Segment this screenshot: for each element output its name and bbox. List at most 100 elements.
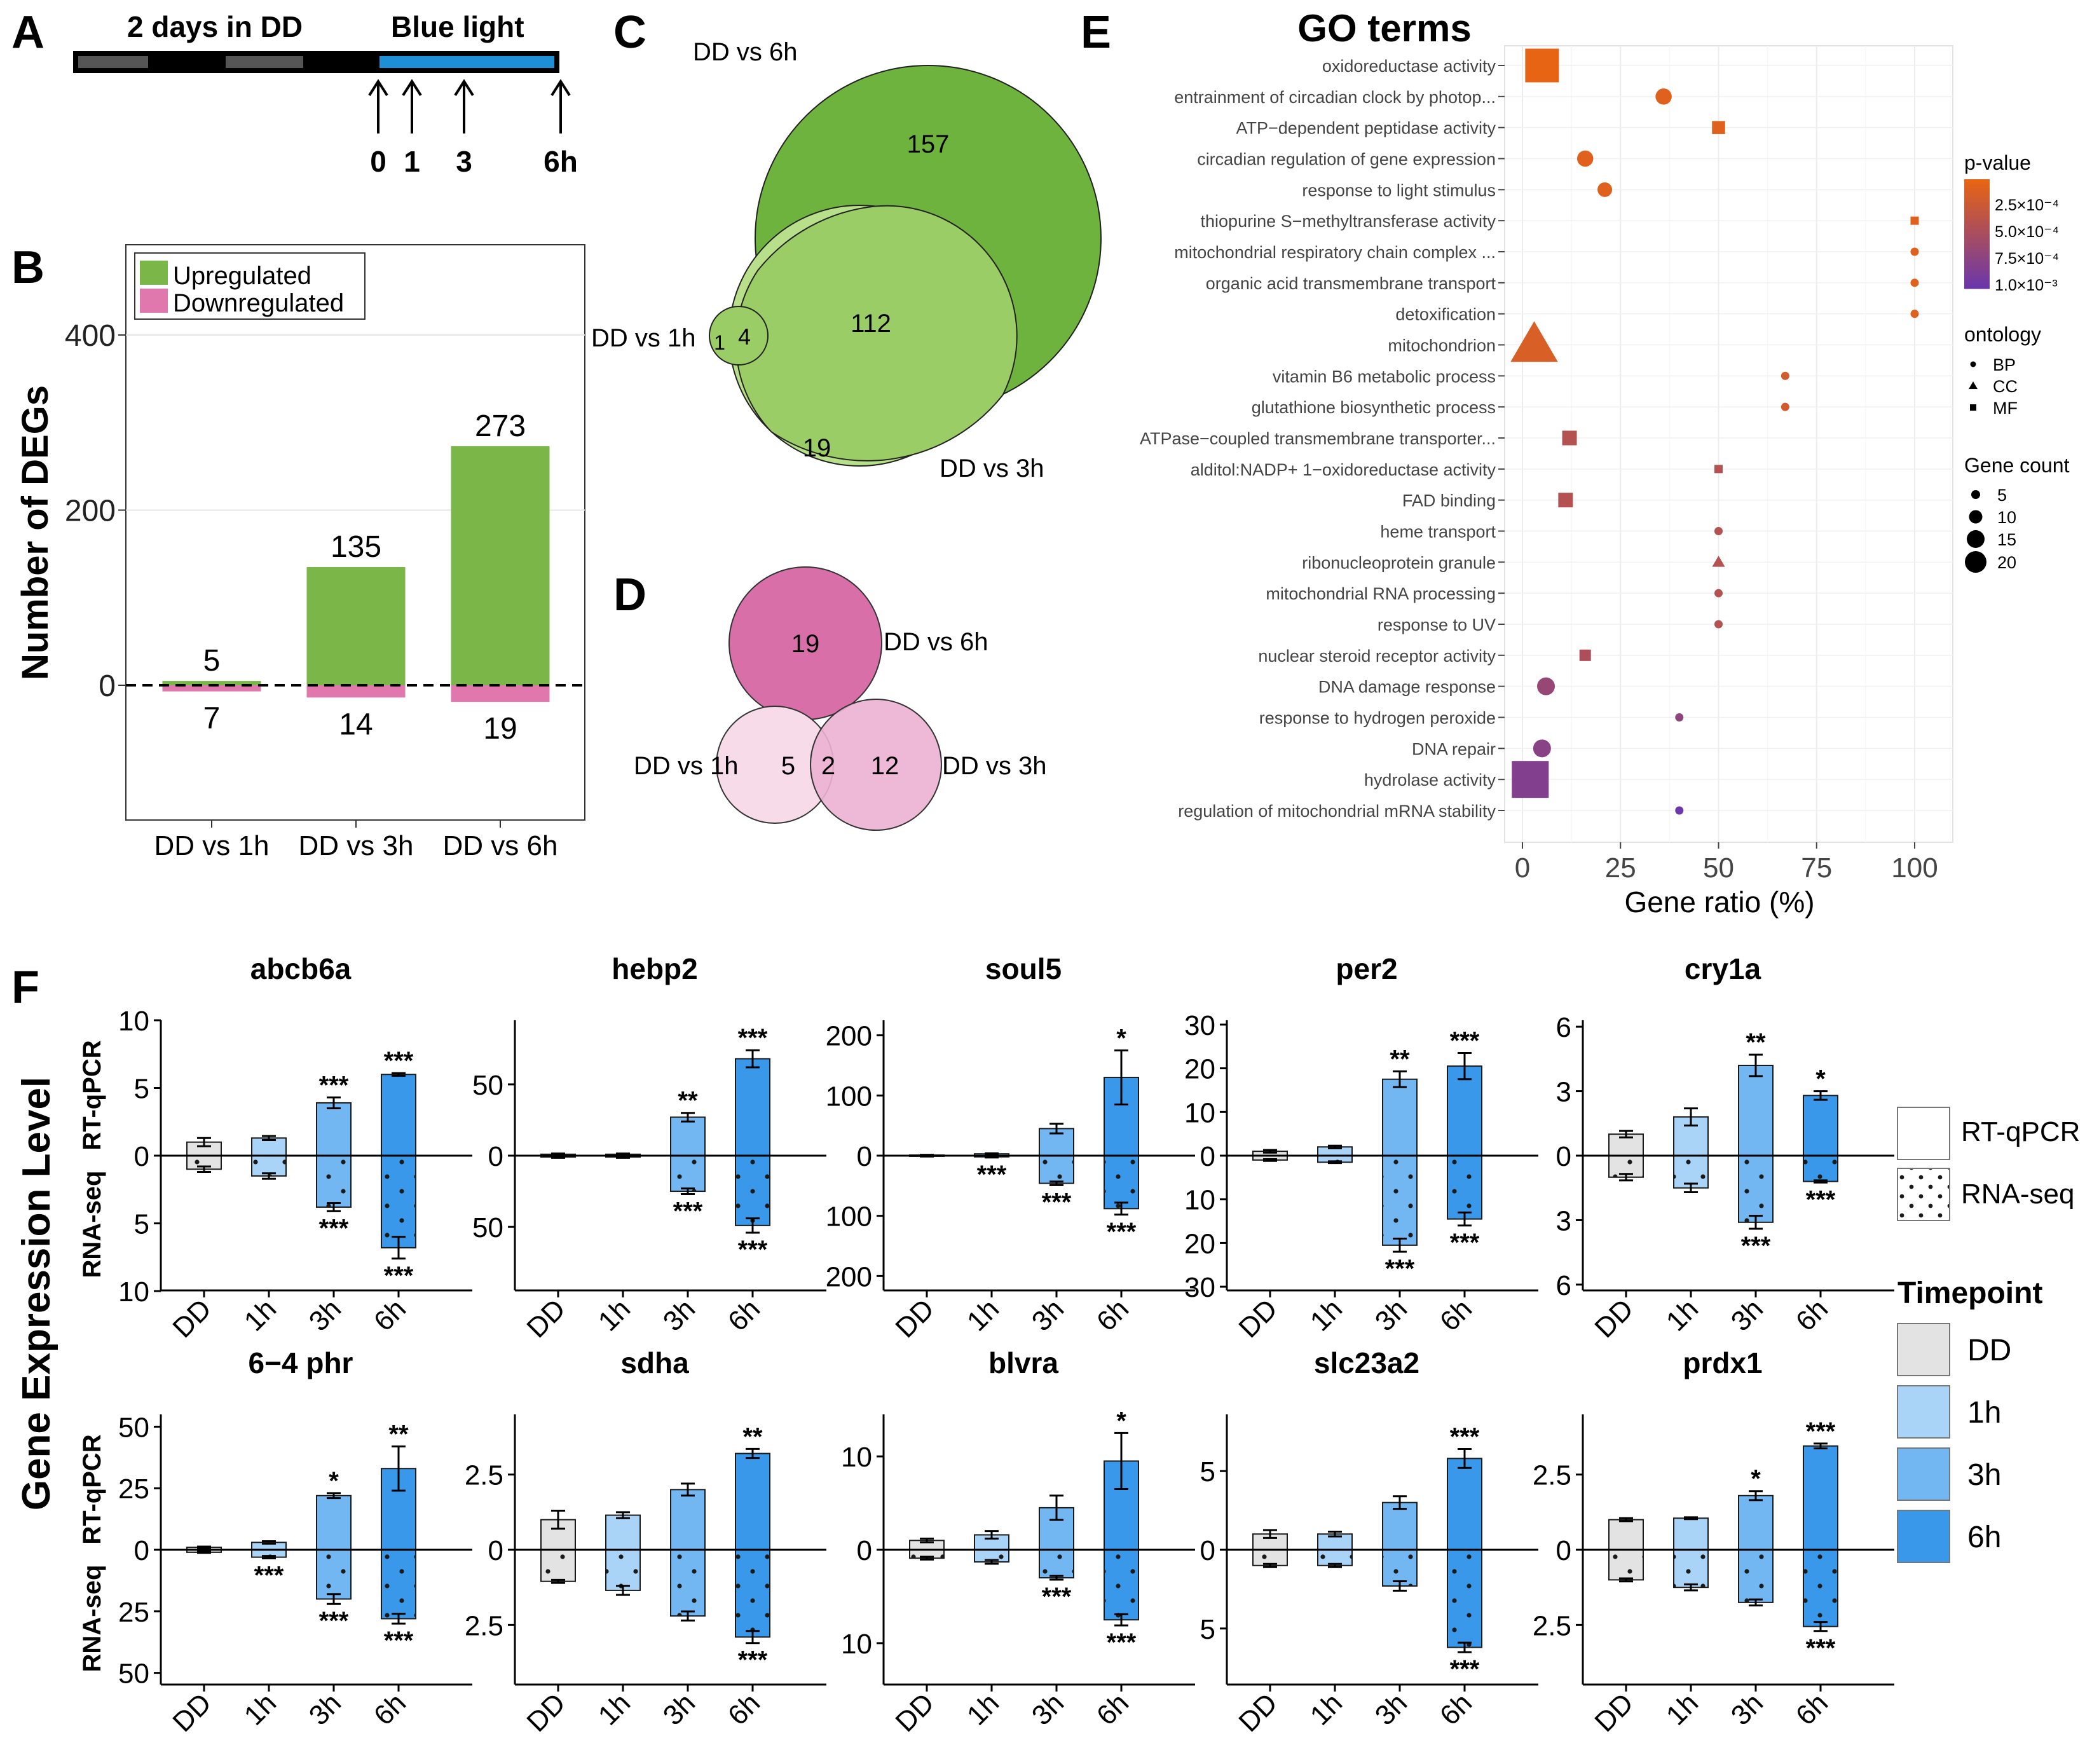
legend-colorbar-segment (1964, 243, 1990, 249)
legend-swatch-down (140, 289, 168, 313)
legend-colorbar-segment (1964, 256, 1990, 262)
go-term-label: ATP−dependent peptidase activity (1236, 119, 1496, 138)
y-tick-label: 30 (1184, 1010, 1215, 1041)
legend-pvalue-label: 7.5×10⁻⁴ (1995, 250, 2059, 268)
legend-colorbar-segment (1964, 215, 1990, 221)
timeline-arrow-label: 0 (370, 145, 386, 178)
legend-ontology-label: BP (1993, 355, 2016, 374)
go-term-label: hydrolase activity (1364, 770, 1496, 790)
x-tick-label: 1h (592, 1687, 636, 1731)
legend-colorbar-segment (1964, 224, 1990, 230)
bar-rnaseq-dots (1447, 1550, 1482, 1648)
significance-down: *** (1450, 1229, 1480, 1257)
x-tick-label: 1h (1660, 1687, 1704, 1731)
significance-down: *** (1042, 1188, 1072, 1216)
bar-rtqpcr (1382, 1078, 1418, 1156)
panel-c-letter: C (613, 7, 646, 58)
legend-pvalue-label: 1.0×10⁻³ (1995, 277, 2058, 294)
bar-rtqpcr (735, 1058, 770, 1157)
x-tick-label: 100 (1891, 852, 1938, 884)
venn-up-label-6h: DD vs 6h (693, 38, 798, 66)
bar-rnaseq-dots (1383, 1550, 1417, 1586)
x-tick-label: 1h (238, 1687, 282, 1731)
timeline-dd-segment (78, 56, 148, 68)
y-tick-label: 0 (1556, 1141, 1571, 1172)
go-point-bp (1597, 182, 1613, 197)
bar-down-value: 14 (339, 708, 373, 741)
timeline-arrow-head (368, 79, 388, 97)
bar-rtqpcr (381, 1074, 416, 1156)
significance-down: *** (384, 1627, 414, 1655)
significance-up: *** (319, 1071, 349, 1099)
bar-rnaseq-dots (910, 1550, 944, 1559)
panel-e-letter: E (1081, 7, 1111, 58)
legend-count-symbol (1967, 530, 1985, 548)
legend-colorbar-segment (1964, 270, 1990, 276)
go-term-label: thiopurine S−methyltransferase activity (1201, 212, 1496, 231)
bar-rtqpcr (316, 1494, 352, 1551)
significance-down: *** (673, 1198, 703, 1226)
legend-colorbar-segment (1964, 188, 1990, 194)
go-point-bp (1910, 278, 1919, 287)
bar-rnaseq-dots (735, 1550, 770, 1638)
legend-swatch-timepoint (1897, 1510, 1950, 1563)
x-tick-label: 1h (238, 1293, 282, 1337)
timeline-blue-label: Blue light (391, 10, 524, 43)
go-term-label: regulation of mitochondrial mRNA stabili… (1178, 802, 1496, 821)
y-tick-label: 25 (118, 1473, 149, 1505)
chart-title: hebp2 (612, 952, 697, 985)
x-tick-label: 3h (1026, 1293, 1070, 1337)
x-tick-label: 75 (1801, 852, 1832, 884)
venn-down-count-3h: 12 (871, 752, 899, 780)
go-point-mf (1512, 761, 1549, 798)
legend-colorbar-segment (1964, 202, 1990, 207)
expr-ylabel-main: Gene Expression Level (15, 1077, 58, 1510)
x-tick-label: DD vs 1h (154, 830, 270, 861)
legend-ontology-label: MF (1993, 399, 2018, 418)
go-point-bp (1533, 739, 1551, 758)
x-tick-label: DD (889, 1293, 940, 1344)
timeline-arrows: 0 1 3 6h (368, 79, 578, 178)
legend-swatch-timepoint (1897, 1385, 1950, 1439)
go-point-mf (1714, 465, 1723, 474)
go-term-label: glutathione biosynthetic process (1252, 398, 1496, 417)
panel-d-letter: D (613, 570, 646, 620)
significance-up: * (1116, 1407, 1126, 1435)
timeline-arrow-label: 3 (456, 145, 472, 178)
y-tick-label: 0 (488, 1141, 503, 1172)
bar-rnaseq-dots (974, 1550, 1009, 1562)
legend-count-label: 20 (1997, 553, 2016, 572)
bar-rnaseq-dots (1253, 1156, 1287, 1160)
x-tick-label: 25 (1605, 852, 1636, 884)
bar-rnaseq-dots (1739, 1156, 1773, 1222)
plot-frame (1504, 45, 1953, 843)
legend-timepoint-title: Timepoint (1897, 1276, 2042, 1310)
go-term-label: mitochondrion (1388, 336, 1496, 355)
venn-down-count-1h-3h: 2 (821, 752, 835, 780)
timeline-blue-segment (379, 56, 554, 68)
y-axis-label: Number of DEGs (15, 385, 56, 680)
legend-label-timepoint: 6h (1967, 1521, 2001, 1554)
significance-up: ** (1390, 1045, 1410, 1073)
x-tick-label: 6h (368, 1687, 412, 1731)
bar-rnaseq-dots (1447, 1156, 1482, 1219)
x-axis-label: Gene ratio (%) (1624, 885, 1814, 919)
x-tick-label: DD (1589, 1293, 1639, 1344)
bar-rtqpcr (1447, 1458, 1482, 1551)
go-term-label: ATPase−coupled transmembrane transporter… (1140, 429, 1496, 448)
bar-rtqpcr (1608, 1519, 1644, 1551)
significance-down: *** (977, 1161, 1007, 1189)
panel-d: D DD vs 6h DD vs 1h DD vs 3h 19 5 2 12 (613, 566, 1047, 831)
panel-a-letter: A (11, 7, 44, 58)
venn-down-label-1h: DD vs 1h (634, 752, 739, 780)
expression-chart-slc23a2: slc23a2 5 0 5 DD 1h 3h *** *** 6h (1200, 1346, 1538, 1738)
y-tick-label: 10 (841, 1629, 872, 1660)
bar-rnaseq-dots (1104, 1156, 1138, 1209)
go-point-bp (1714, 620, 1723, 629)
venn-up-label-1h: DD vs 1h (591, 324, 696, 352)
significance-up: *** (384, 1047, 414, 1075)
